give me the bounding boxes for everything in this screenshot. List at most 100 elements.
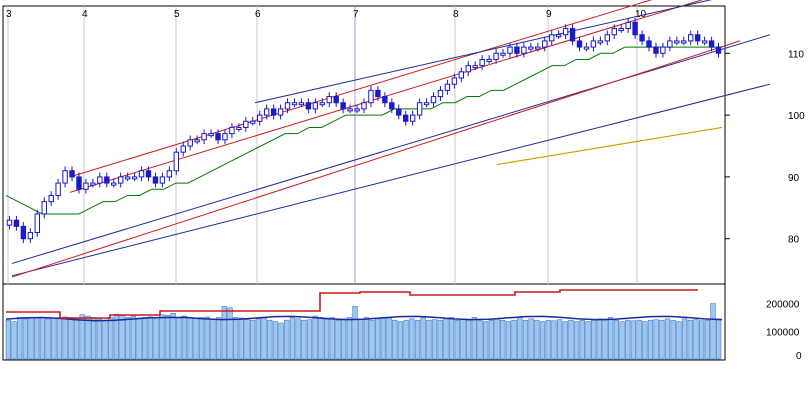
candle-body-44 xyxy=(312,102,319,110)
volume-bar-39 xyxy=(227,307,233,360)
candle-body-75 xyxy=(528,46,534,50)
channel-line-0 xyxy=(11,34,771,264)
long-moving-average xyxy=(496,126,723,166)
volume-bar-86 xyxy=(494,318,500,360)
volume-label-0: 0 xyxy=(796,351,802,362)
moving-average-line xyxy=(5,46,722,215)
volume-bar-45 xyxy=(261,317,267,360)
volume-bar-123 xyxy=(704,319,710,360)
volume-bar-25 xyxy=(147,316,154,360)
volume-bar-84 xyxy=(483,321,489,360)
volume-bar-109 xyxy=(625,319,631,360)
volume-label-200000: 200000 xyxy=(766,300,800,311)
volume-bar-99 xyxy=(568,319,574,360)
candle-body-98 xyxy=(688,34,694,42)
candle-body-96 xyxy=(674,40,680,44)
volume-bar-90 xyxy=(517,317,523,360)
candle-body-52 xyxy=(368,89,374,104)
volume-bar-96 xyxy=(551,320,557,360)
candle-body-27 xyxy=(194,139,200,143)
volume-bar-3 xyxy=(22,318,29,360)
candle-body-59 xyxy=(416,102,423,116)
volume-bar-34 xyxy=(198,317,205,360)
candle-body-65 xyxy=(458,71,465,79)
volume-bar-0 xyxy=(5,319,11,360)
candle-body-78 xyxy=(548,34,555,42)
candle-body-31 xyxy=(222,133,228,141)
candle-body-86 xyxy=(604,34,611,42)
volume-bar-21 xyxy=(125,317,131,360)
volume-bar-58 xyxy=(335,319,341,360)
volume-bar-120 xyxy=(687,319,693,360)
candle-body-83 xyxy=(583,46,590,50)
volume-bar-77 xyxy=(443,318,449,360)
month-label-5: 5 xyxy=(174,9,180,20)
volume-bar-93 xyxy=(534,319,540,360)
candle-body-16 xyxy=(117,176,124,184)
candle-body-55 xyxy=(389,102,395,110)
volume-bar-85 xyxy=(488,319,494,360)
volume-bar-87 xyxy=(500,319,506,360)
volume-bar-8 xyxy=(51,317,57,360)
volume-label-100000: 100000 xyxy=(766,327,800,338)
candle-body-94 xyxy=(660,46,666,54)
volume-bar-66 xyxy=(380,317,387,360)
volume-bar-22 xyxy=(130,315,136,360)
candle-body-17 xyxy=(124,176,131,180)
candle-body-28 xyxy=(201,133,207,141)
candle-body-57 xyxy=(403,114,409,122)
price-label-100: 100 xyxy=(788,111,805,122)
volume-bar-74 xyxy=(426,319,432,360)
candle-body-48 xyxy=(340,102,346,110)
volume-bar-104 xyxy=(596,318,602,360)
month-labels: 3 4 5 6 7 8 9 10 xyxy=(6,9,647,20)
candle-body-60 xyxy=(423,102,430,106)
candle-body-64 xyxy=(451,77,458,85)
candle-body-99 xyxy=(694,34,701,42)
candle-body-12 xyxy=(90,182,96,186)
candle-body-97 xyxy=(681,40,687,44)
candle-body-13 xyxy=(97,176,103,184)
candle-body-95 xyxy=(667,40,673,48)
volume-bar-107 xyxy=(613,319,620,360)
candle-body-42 xyxy=(298,102,305,106)
volume-bar-100 xyxy=(573,321,580,360)
volume-bar-71 xyxy=(409,318,415,360)
volume-bar-10 xyxy=(62,316,68,360)
month-label-7: 7 xyxy=(353,9,359,20)
candle-body-4 xyxy=(34,213,40,234)
volume-bar-24 xyxy=(142,317,148,360)
volume-bar-59 xyxy=(340,318,347,360)
channel-line-3 xyxy=(69,0,704,193)
volume-bar-35 xyxy=(204,316,210,360)
volume-lines xyxy=(5,289,723,322)
candle-body-66 xyxy=(465,65,471,73)
volume-bar-7 xyxy=(45,318,51,360)
candle-body-71 xyxy=(500,52,506,56)
volume-bar-13 xyxy=(79,314,85,360)
volume-bar-50 xyxy=(289,317,296,360)
volume-bar-65 xyxy=(375,318,381,360)
volume-bar-4 xyxy=(28,317,34,360)
ma-line xyxy=(5,46,722,215)
candle-body-26 xyxy=(187,139,193,147)
volume-bar-125 xyxy=(716,318,722,360)
volume-bar-92 xyxy=(528,318,534,360)
volume-bar-20 xyxy=(119,314,125,360)
volume-bar-76 xyxy=(437,319,443,360)
candle-body-93 xyxy=(653,46,659,54)
volume-bar-29 xyxy=(170,313,176,360)
candle-body-32 xyxy=(229,126,235,135)
trend-channels xyxy=(11,0,771,278)
volume-bar-51 xyxy=(295,318,301,360)
volume-bar-106 xyxy=(608,317,614,360)
volume-bar-97 xyxy=(556,319,563,360)
volume-bar-54 xyxy=(312,315,318,360)
candle-body-102 xyxy=(715,46,722,54)
candle-body-74 xyxy=(521,46,527,54)
candle-body-21 xyxy=(152,176,159,184)
volume-bar-11 xyxy=(68,317,74,360)
candle-body-82 xyxy=(576,40,583,48)
volume-bar-49 xyxy=(284,319,290,360)
volume-bar-52 xyxy=(301,319,307,360)
